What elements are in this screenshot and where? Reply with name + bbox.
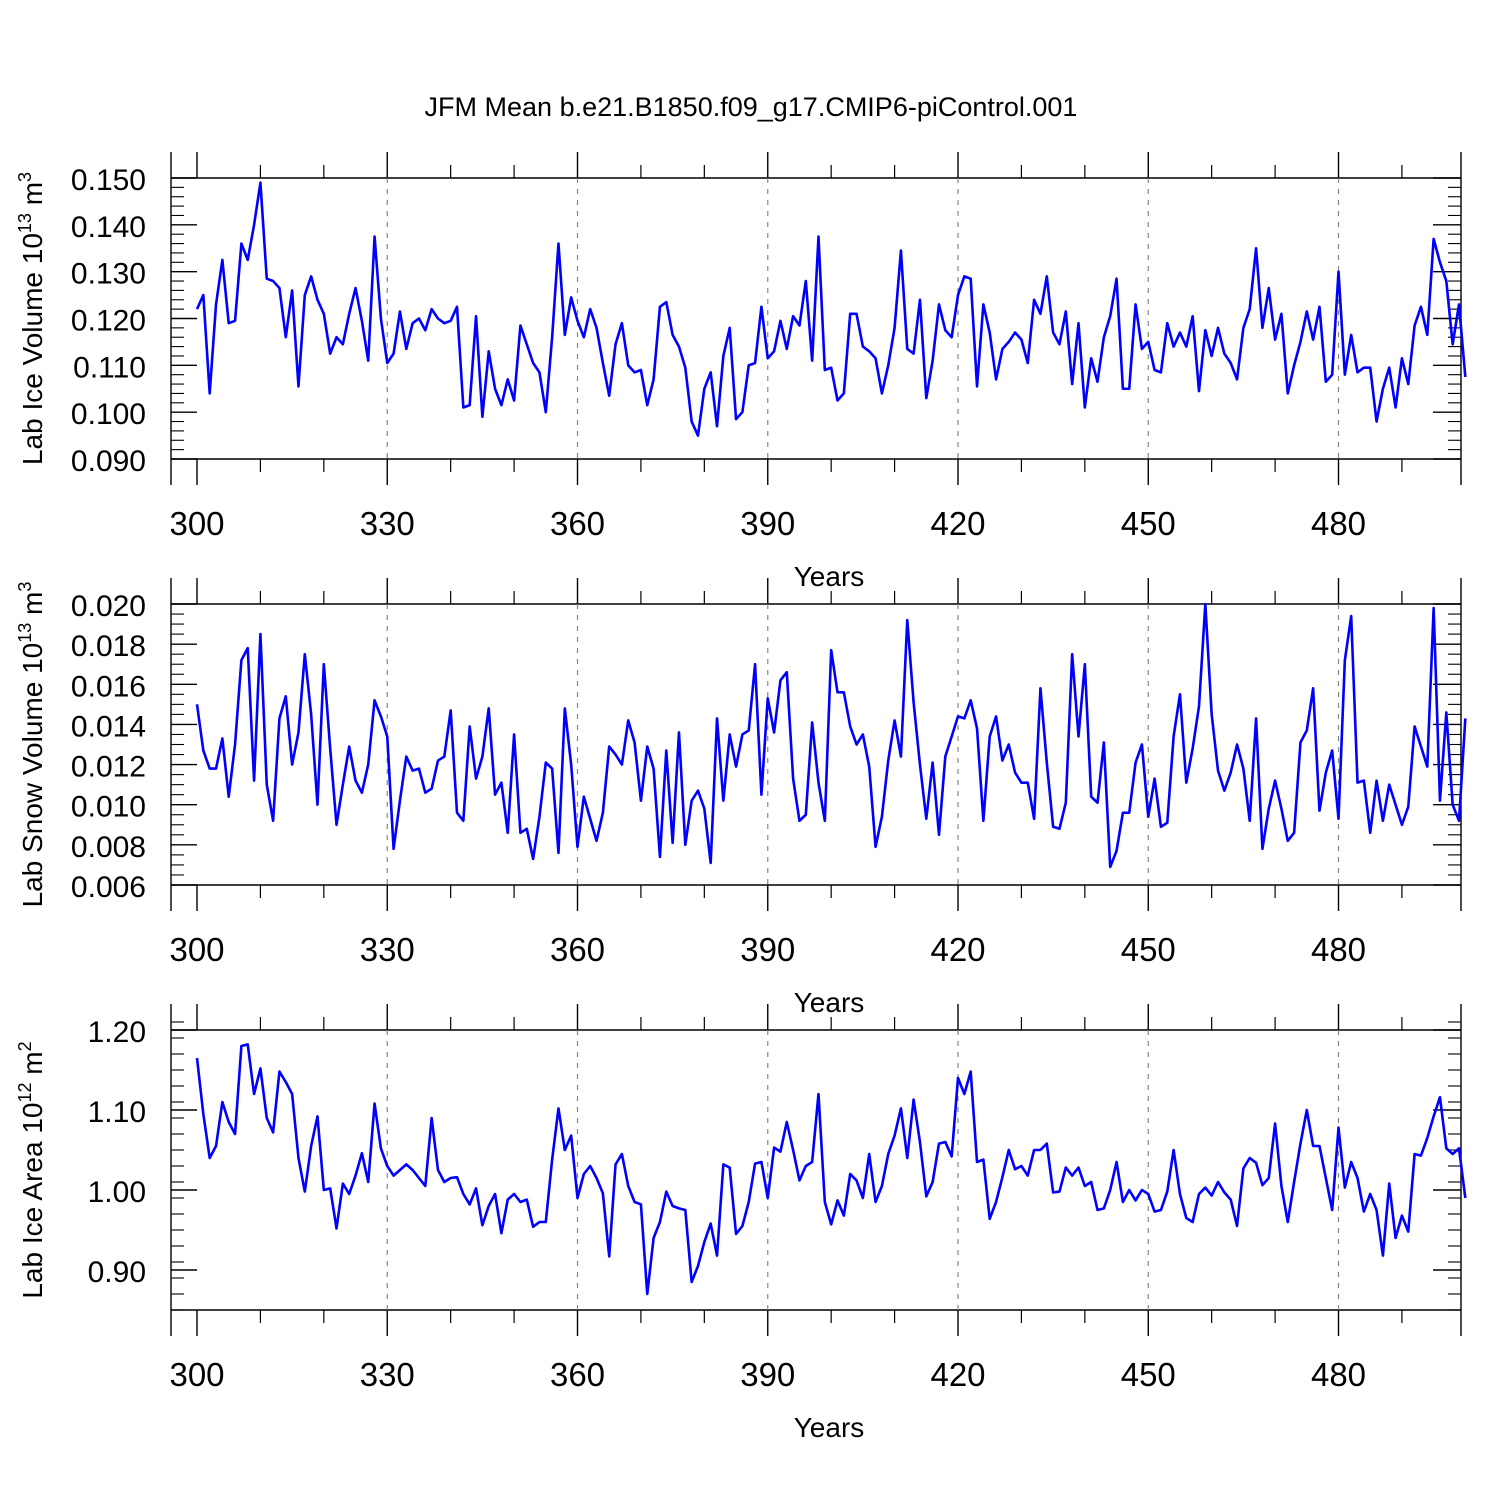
y-tick-label: 1.00 (88, 1176, 146, 1209)
y-axis-label: Lab Snow Volume 1013 m3 (15, 582, 48, 908)
y-tick-label: 0.150 (71, 164, 146, 197)
x-tick-label: 360 (550, 1356, 605, 1393)
y-tick-label: 0.140 (71, 211, 146, 244)
y-axis-label-unit-exponent: 3 (15, 172, 35, 182)
y-tick-label: 0.090 (71, 445, 146, 478)
lab-ice-area-series-line (195, 1043, 1467, 1296)
x-axis-label: Years (794, 987, 865, 1018)
x-tick-label: 330 (360, 505, 415, 542)
y-axis-label-main: Lab Snow Volume 10 (17, 643, 48, 908)
y-axis-label: Lab Ice Volume 1013 m3 (15, 172, 48, 465)
y-tick-label: 0.018 (71, 630, 146, 663)
y-tick-label: 1.20 (88, 1016, 146, 1049)
y-axis-label-main: Lab Ice Area 10 (17, 1103, 48, 1299)
x-tick-label: 450 (1121, 1356, 1176, 1393)
x-axis-label: Years (794, 561, 865, 592)
lab-ice-area-panel: 300 330 360 390 420 450 480 0.90 1.00 1.10 1.20 Yea… (15, 1004, 1467, 1443)
lab-snow-volume-panel: 300 330 360 390 420 450 480 0.006 0.008 0.010 0.01… (15, 578, 1467, 1018)
y-tick-label: 0.110 (73, 351, 146, 384)
y-tick-label: 0.130 (71, 258, 146, 291)
chart-panels: 300 330 360 390 420 450 480 0.090 0.100 0.110 0.12… (15, 152, 1467, 1443)
y-axis-label-exponent: 13 (15, 623, 35, 643)
y-tick-label: 0.006 (71, 871, 146, 904)
x-tick-label: 330 (360, 1356, 415, 1393)
y-tick-label: 0.020 (71, 590, 146, 623)
y-tick-label: 0.012 (71, 751, 146, 784)
x-tick-label: 420 (930, 931, 985, 968)
x-tick-label: 390 (740, 1356, 795, 1393)
y-tick-label: 0.010 (71, 791, 146, 824)
x-tick-label: 360 (550, 931, 605, 968)
y-axis-label-unit: m (17, 592, 48, 623)
x-tick-label: 390 (740, 505, 795, 542)
y-tick-label: 0.014 (71, 710, 146, 743)
x-tick-label: 300 (169, 1356, 224, 1393)
lab-snow-volume-series-line (195, 602, 1467, 869)
x-tick-label: 480 (1311, 931, 1366, 968)
y-axis-label-main: Lab Ice Volume 10 (17, 233, 48, 465)
x-tick-label: 360 (550, 505, 605, 542)
x-tick-label: 450 (1121, 505, 1176, 542)
x-tick-label: 330 (360, 931, 415, 968)
x-tick-label: 480 (1311, 505, 1366, 542)
lab-ice-volume-series-line (195, 181, 1467, 437)
y-tick-label: 0.008 (71, 831, 146, 864)
x-tick-label: 300 (169, 931, 224, 968)
x-tick-label: 420 (930, 505, 985, 542)
y-axis-label-unit-exponent: 3 (15, 582, 35, 592)
y-axis-label-unit-exponent: 2 (15, 1041, 35, 1051)
x-tick-label: 420 (930, 1356, 985, 1393)
x-tick-label: 480 (1311, 1356, 1366, 1393)
y-axis-label-unit: m (17, 1051, 48, 1082)
x-axis-label: Years (794, 1412, 865, 1443)
y-axis-label: Lab Ice Area 1012 m2 (15, 1041, 48, 1298)
x-tick-label: 390 (740, 931, 795, 968)
x-tick-label: 450 (1121, 931, 1176, 968)
x-tick-label: 300 (169, 505, 224, 542)
chart-title: JFM Mean b.e21.B1850.f09_g17.CMIP6-piCon… (425, 92, 1078, 122)
y-tick-label: 0.90 (88, 1256, 146, 1289)
y-axis-label-exponent: 13 (15, 213, 35, 233)
lab-ice-volume-panel: 300 330 360 390 420 450 480 0.090 0.100 0.110 0.12… (15, 152, 1467, 592)
y-axis-label-exponent: 12 (15, 1082, 35, 1102)
y-tick-label: 0.120 (71, 305, 146, 338)
y-tick-label: 0.016 (71, 670, 146, 703)
y-axis-label-unit: m (17, 182, 48, 213)
y-tick-label: 1.10 (88, 1096, 146, 1129)
y-tick-label: 0.100 (71, 398, 146, 431)
